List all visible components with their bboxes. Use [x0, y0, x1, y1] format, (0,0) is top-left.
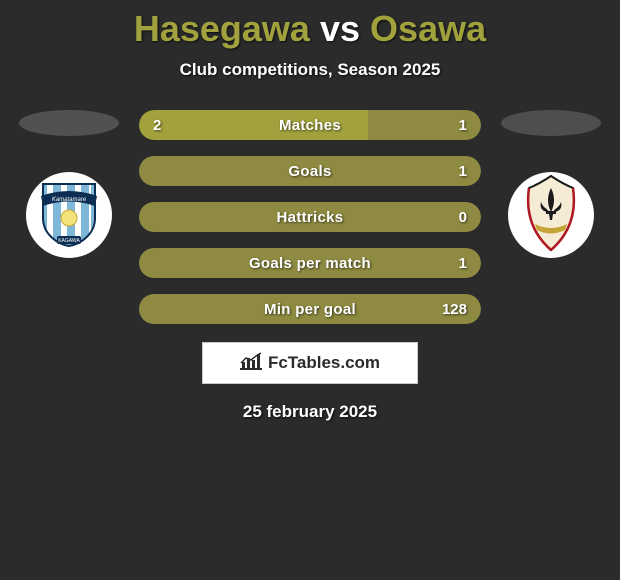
player1-club-badge: Kamatamare KAGAWA	[26, 172, 112, 258]
player2-photo-placeholder	[501, 110, 601, 136]
player2-club-badge	[508, 172, 594, 258]
title-vs: vs	[320, 8, 360, 49]
subtitle: Club competitions, Season 2025	[0, 60, 620, 80]
page-title: Hasegawa vs Osawa	[0, 8, 620, 50]
stat-fill-right	[368, 110, 481, 140]
date-caption: 25 february 2025	[0, 402, 620, 422]
comparison-widget: Hasegawa vs Osawa Club competitions, Sea…	[0, 0, 620, 422]
stat-row: Hattricks0	[139, 202, 481, 232]
svg-text:Kamatamare: Kamatamare	[52, 197, 87, 203]
content-row: Kamatamare KAGAWA Matches21 Goals1 Hattric…	[0, 110, 620, 324]
stat-fill-right	[139, 156, 481, 186]
stat-fill-left	[139, 110, 368, 140]
player1-photo-placeholder	[19, 110, 119, 136]
stat-row: Goals1	[139, 156, 481, 186]
stat-row: Goals per match1	[139, 248, 481, 278]
stat-fill-right	[139, 202, 481, 232]
left-column: Kamatamare KAGAWA	[9, 110, 129, 258]
stat-row: Min per goal128	[139, 294, 481, 324]
title-player1: Hasegawa	[134, 8, 310, 49]
source-logo[interactable]: FcTables.com	[202, 342, 418, 384]
svg-text:KAGAWA: KAGAWA	[58, 238, 80, 244]
shield-icon: Kamatamare KAGAWA	[39, 182, 99, 248]
stat-fill-right	[139, 294, 481, 324]
stat-fill-right	[139, 248, 481, 278]
title-player2: Osawa	[370, 8, 486, 49]
bar-chart-icon	[240, 352, 262, 375]
stat-row: Matches21	[139, 110, 481, 140]
right-column	[491, 110, 611, 258]
stats-column: Matches21 Goals1 Hattricks0 Goals per match…	[139, 110, 481, 324]
fleur-shield-icon	[519, 174, 583, 257]
source-logo-text: FcTables.com	[268, 353, 380, 373]
